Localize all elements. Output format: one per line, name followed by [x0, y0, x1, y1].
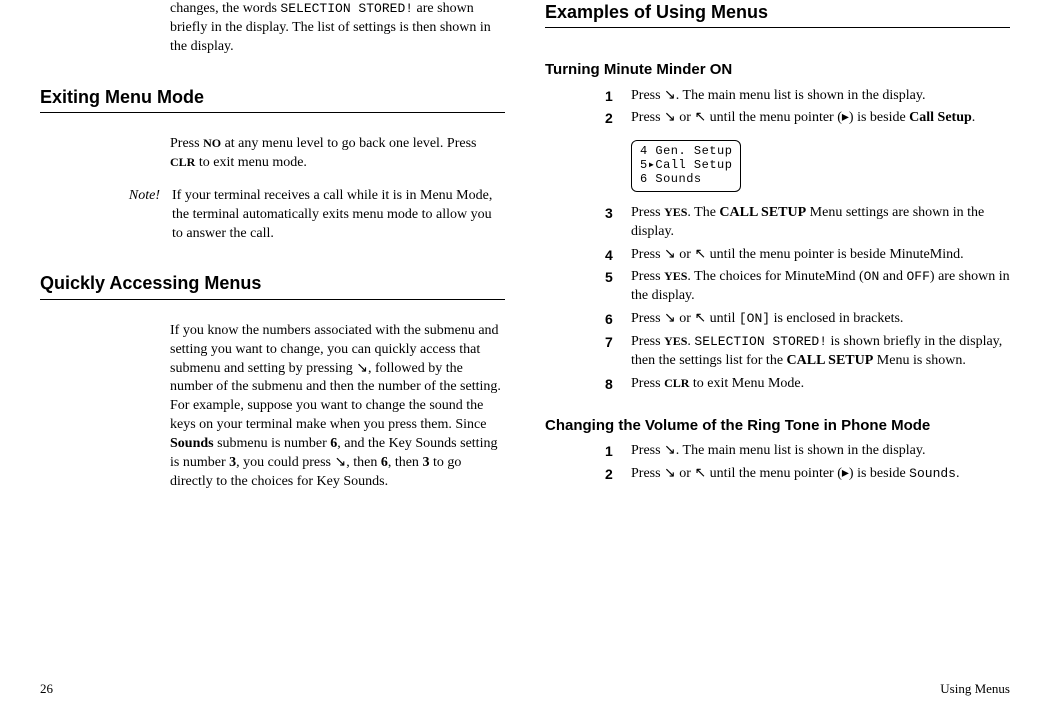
sounds-bold: Sounds — [170, 436, 214, 451]
minute-minder-steps: 1 Press ↘. The main menu list is shown i… — [605, 87, 1010, 394]
heading-minute-minder: Turning Minute Minder ON — [545, 60, 1010, 80]
vstep-2: 2 Press ↘ or ↖ until the menu pointer (▸… — [605, 465, 1010, 484]
intro-paragraph: changes, the words SELECTION STORED! are… — [170, 0, 505, 57]
section-title: Using Menus — [940, 680, 1010, 698]
step-8: 8 Press CLR to exit Menu Mode. — [605, 375, 1010, 394]
page-footer: 26 Using Menus — [0, 680, 1050, 698]
lcd-box: 4 Gen. Setup 5▸Call Setup 6 Sounds — [631, 140, 741, 191]
step-6: 6 Press ↘ or ↖ until [ON] is enclosed in… — [605, 310, 1010, 329]
selection-stored-text: SELECTION STORED! — [280, 1, 413, 16]
heading-quickly-accessing: Quickly Accessing Menus — [40, 271, 505, 299]
heading-examples: Examples of Using Menus — [545, 0, 1010, 28]
exit-paragraph: Press NO at any menu level to go back on… — [170, 135, 505, 173]
no-key: NO — [203, 136, 221, 150]
heading-volume: Changing the Volume of the Ring Tone in … — [545, 416, 1010, 436]
step-4: 4 Press ↘ or ↖ until the menu pointer is… — [605, 246, 1010, 265]
step-2: 2 Press ↘ or ↖ until the menu pointer (▸… — [605, 109, 1010, 128]
heading-exiting-menu-mode: Exiting Menu Mode — [40, 85, 505, 113]
note-row: Note! If your terminal receives a call w… — [40, 187, 505, 244]
step-1: 1 Press ↘. The main menu list is shown i… — [605, 87, 1010, 106]
step-7: 7 Press YES. SELECTION STORED! is shown … — [605, 333, 1010, 371]
note-label: Note! — [40, 187, 172, 244]
lcd-display: 4 Gen. Setup 5▸Call Setup 6 Sounds — [605, 132, 1010, 199]
quick-paragraph: If you know the numbers associated with … — [170, 322, 505, 492]
right-column: Examples of Using Menus Turning Minute M… — [545, 0, 1010, 680]
clr-key: CLR — [170, 155, 195, 169]
step-5: 5 Press YES. The choices for MinuteMind … — [605, 268, 1010, 306]
volume-steps: 1 Press ↘. The main menu list is shown i… — [605, 442, 1010, 484]
left-column: changes, the words SELECTION STORED! are… — [40, 0, 505, 680]
note-body: If your terminal receives a call while i… — [172, 187, 505, 244]
page-body: changes, the words SELECTION STORED! are… — [0, 0, 1050, 680]
step-3: 3 Press YES. The CALL SETUP Menu setting… — [605, 204, 1010, 242]
vstep-1: 1 Press ↘. The main menu list is shown i… — [605, 442, 1010, 461]
page-number: 26 — [40, 680, 53, 698]
